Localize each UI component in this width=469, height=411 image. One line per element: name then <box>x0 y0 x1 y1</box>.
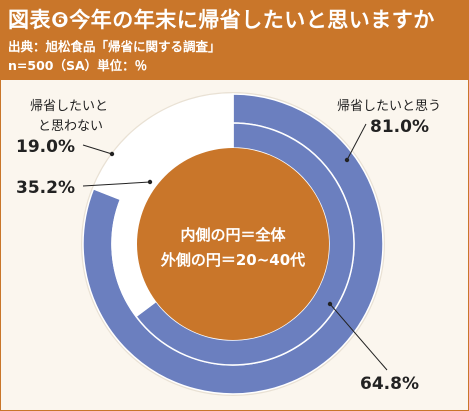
leader-dot-yes-outer <box>344 157 350 163</box>
label-yes-name: 帰省したいと思う <box>337 98 441 114</box>
inner-ring-slice-yes <box>134 122 355 366</box>
rings-group <box>81 92 385 396</box>
label-yes-outer-value: 81.0% <box>370 117 429 137</box>
chart-title: 図表❻今年の年末に帰省したいと思いますか <box>8 8 435 32</box>
label-yes-inner-value: 64.8% <box>360 374 419 394</box>
label-no-line2-text: 思わない <box>51 119 103 134</box>
center-disc <box>137 148 329 340</box>
leader-dot-no-outer <box>109 151 115 157</box>
center-line-2: 外側の円＝20~40代 <box>160 251 305 269</box>
label-no-line1: 帰省したいと <box>30 98 108 114</box>
header-band: 図表❻今年の年末に帰省したいと思いますか 出典：旭松食品「帰省に関する調査」 n… <box>0 0 469 80</box>
meta-line: n=500（SA）単位：％ <box>8 58 148 73</box>
leader-yes-outer <box>346 123 367 161</box>
leader-yes-inner <box>329 303 388 371</box>
label-no-line2: と思わない <box>38 119 103 134</box>
leader-dot-yes-inner <box>327 301 333 307</box>
label-no-outer-value: 19.0% <box>16 137 75 157</box>
leader-no-inner <box>82 181 151 187</box>
label-no-prefix: と <box>38 119 51 134</box>
leader-dot-no-inner <box>147 179 153 185</box>
label-no-inner-value: 35.2% <box>16 178 75 198</box>
center-line-1: 内側の円＝全体 <box>180 226 286 244</box>
leader-no-outer <box>82 144 113 155</box>
source-line: 出典：旭松食品「帰省に関する調査」 <box>8 39 221 54</box>
